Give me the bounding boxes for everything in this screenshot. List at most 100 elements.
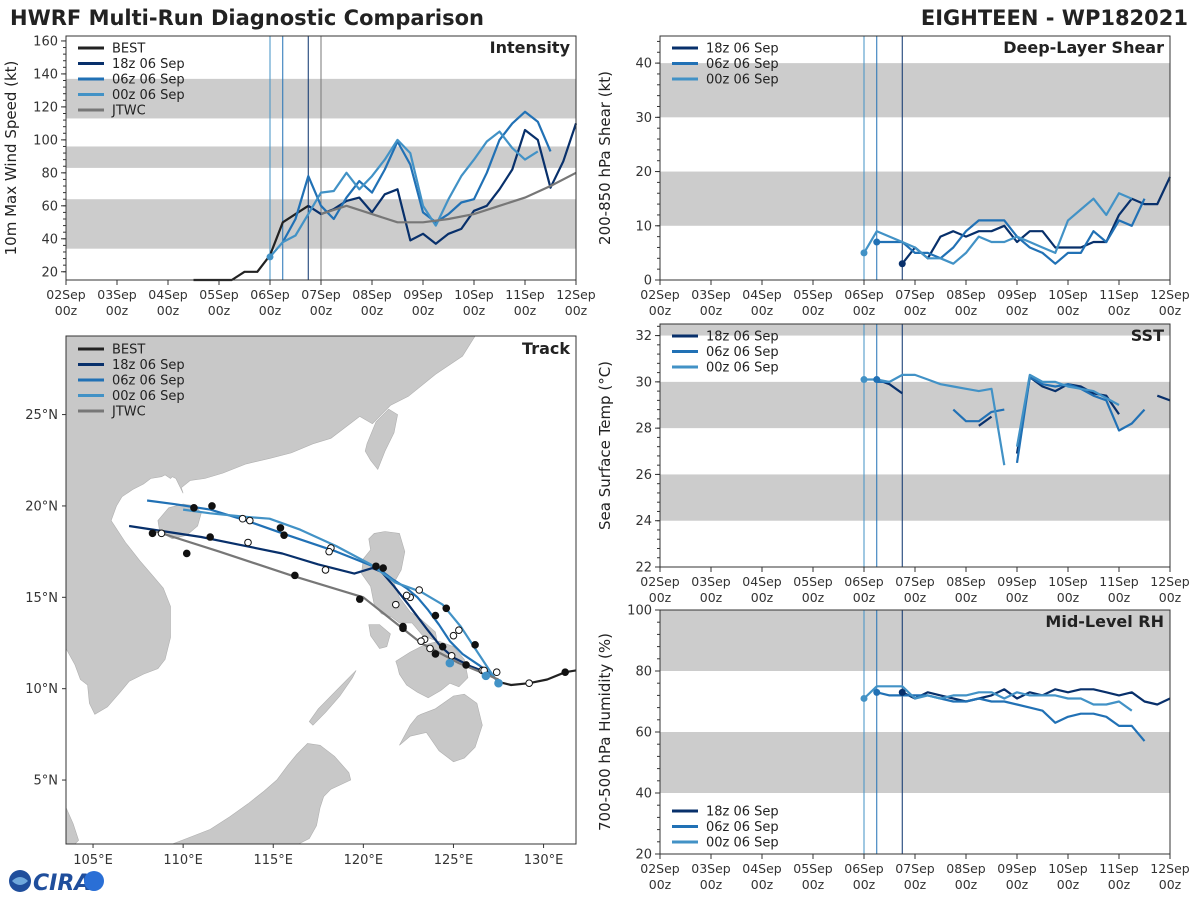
shear-chart: 01020304002Sep00z03Sep00z04Sep00z05Sep00…: [596, 35, 1190, 318]
track-point: [455, 626, 463, 635]
y-tick-label: 60: [41, 199, 58, 214]
x-tick-label: 06Sep: [844, 574, 884, 589]
track-point: [391, 600, 400, 609]
x-tick-label: 07Sep: [895, 287, 935, 302]
x-tick-label: 00z: [361, 303, 384, 318]
y-tick-label: 80: [635, 665, 652, 680]
x-tick-label: 11Sep: [1099, 861, 1139, 876]
y-tick-label: 40: [635, 787, 652, 802]
track-point: [445, 658, 455, 668]
init-marker: [873, 376, 881, 384]
series-line-00z-06-sep: [864, 373, 1006, 466]
track-point: [157, 529, 166, 538]
legend-label: 00z 06 Sep: [706, 836, 779, 851]
track-point: [246, 516, 254, 525]
x-tick-label: 09Sep: [997, 287, 1037, 302]
track-point: [561, 668, 569, 677]
track-point: [442, 604, 451, 613]
x-tick-label: 10Sep: [454, 287, 494, 302]
legend-label: JTWC: [111, 405, 146, 420]
x-tick-label: 11Sep: [1099, 574, 1139, 589]
y-tick-label: 10: [635, 219, 652, 234]
lat-tick-label: 20°N: [25, 499, 58, 514]
x-tick-label: 00z: [1108, 303, 1131, 318]
seal-icon: [84, 871, 104, 891]
y-tick-label: 20: [41, 265, 58, 280]
x-tick-label: 00z: [1108, 877, 1131, 892]
x-tick-label: 00z: [1006, 877, 1029, 892]
series-line-18z-06-sep: [1156, 394, 1171, 402]
lon-tick-label: 115°E: [253, 853, 293, 868]
legend-label: 00z 06 Sep: [706, 73, 779, 88]
panel-title: Deep-Layer Shear: [1003, 38, 1164, 57]
panel-title: Mid-Level RH: [1045, 612, 1164, 631]
init-marker: [860, 694, 868, 702]
x-tick-label: 06Sep: [844, 287, 884, 302]
x-tick-label: 00z: [1057, 877, 1080, 892]
track-point: [190, 503, 198, 512]
x-tick-label: 11Sep: [1099, 287, 1139, 302]
track-point: [431, 650, 440, 658]
lat-tick-label: 5°N: [34, 774, 59, 789]
x-tick-label: 11Sep: [505, 287, 545, 302]
x-tick-label: 06Sep: [250, 287, 290, 302]
x-tick-label: 00z: [649, 303, 672, 318]
track-point: [417, 637, 425, 645]
track-point: [471, 641, 479, 649]
x-tick-label: 00z: [853, 303, 876, 318]
land-palawan: [308, 670, 357, 726]
x-tick-label: 02Sep: [640, 287, 680, 302]
series-line-00z-06-sep: [863, 192, 1133, 265]
y-axis-label: 700-500 hPa Humidity (%): [596, 633, 614, 831]
y-tick-label: 60: [635, 726, 652, 741]
track-map: 105°E 110°E 115°E 120°E 125°E 130°E 5°N 10°N 15°…: [25, 335, 577, 868]
x-tick-label: 00z: [904, 590, 927, 605]
init-marker: [898, 688, 906, 696]
x-tick-label: 07Sep: [895, 574, 935, 589]
legend-label: 00z 06 Sep: [706, 361, 779, 376]
x-tick-label: 00z: [1057, 303, 1080, 318]
land-luzon: [361, 531, 438, 642]
x-tick-label: 08Sep: [352, 287, 392, 302]
legend-label: 00z 06 Sep: [112, 389, 185, 404]
x-tick-label: 00z: [55, 303, 78, 318]
track-point: [492, 668, 501, 677]
track-point: [182, 549, 191, 558]
x-tick-label: 00z: [208, 303, 231, 318]
x-tick-label: 09Sep: [403, 287, 443, 302]
legend-label: 18z 06 Sep: [112, 57, 185, 72]
y-tick-label: 80: [41, 166, 58, 181]
y-tick-label: 22: [635, 561, 652, 576]
x-tick-label: 12Sep: [556, 287, 596, 302]
x-tick-label: 00z: [904, 303, 927, 318]
page-title: HWRF Multi-Run Diagnostic Comparison: [10, 6, 485, 30]
y-axis-label: 10m Max Wind Speed (kt): [2, 61, 20, 256]
legend-label: 06z 06 Sep: [706, 57, 779, 72]
map-layer: [66, 336, 576, 844]
track-point: [379, 564, 387, 572]
land-mindanao: [399, 693, 483, 763]
track-point: [291, 571, 299, 580]
track-point: [462, 661, 470, 669]
track-point: [148, 529, 157, 538]
x-tick-label: 07Sep: [301, 287, 341, 302]
x-tick-label: 03Sep: [691, 287, 731, 302]
x-tick-label: 04Sep: [148, 287, 188, 302]
x-tick-label: 03Sep: [691, 861, 731, 876]
x-tick-label: 00z: [259, 303, 282, 318]
x-tick-label: 00z: [802, 303, 825, 318]
legend-label: 06z 06 Sep: [112, 73, 185, 88]
x-tick-label: 04Sep: [742, 574, 782, 589]
series-line-18z-06-sep: [307, 123, 578, 245]
x-tick-label: 00z: [1159, 590, 1182, 605]
x-tick-label: 08Sep: [946, 861, 986, 876]
land-asia-mainland: [66, 336, 476, 715]
track-point: [402, 591, 411, 600]
legend-label: BEST: [112, 42, 145, 57]
track-point: [208, 502, 216, 510]
init-marker: [860, 249, 868, 257]
x-tick-label: 04Sep: [742, 861, 782, 876]
y-tick-label: 140: [33, 67, 58, 82]
x-tick-label: 00z: [1108, 590, 1131, 605]
track-point: [276, 524, 285, 532]
